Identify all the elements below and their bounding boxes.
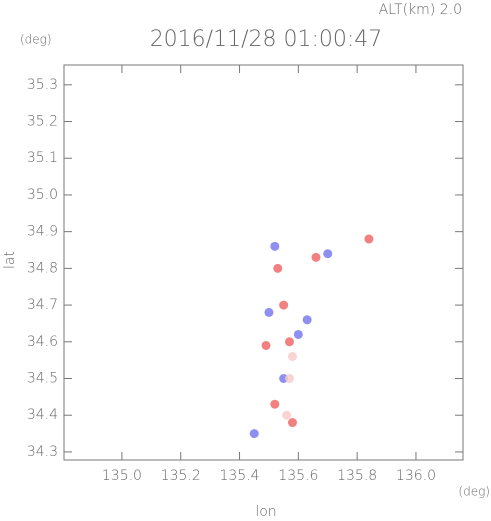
y-tick-label: 34.4 xyxy=(27,407,58,423)
x-tick-label: 135.2 xyxy=(161,468,201,484)
y-tick-label: 35.3 xyxy=(27,77,58,93)
data-point xyxy=(285,374,295,384)
data-point xyxy=(311,252,321,262)
data-point xyxy=(302,315,312,325)
data-point xyxy=(287,351,297,361)
data-point xyxy=(273,263,283,273)
y-tick-label: 34.3 xyxy=(27,444,58,460)
data-point xyxy=(364,234,374,244)
data-point xyxy=(285,337,295,347)
data-point xyxy=(323,249,333,259)
y-tick-label: 34.8 xyxy=(27,260,58,276)
x-tick-label: 135.0 xyxy=(102,468,142,484)
data-point xyxy=(282,410,292,420)
y-tick-label: 34.6 xyxy=(27,334,58,350)
y-tick-label: 35.0 xyxy=(27,187,58,203)
data-point xyxy=(270,399,280,409)
x-tick-label: 135.4 xyxy=(219,468,259,484)
data-point xyxy=(249,429,259,439)
x-axis-label: lon xyxy=(255,504,276,520)
altitude-label: ALT(km) 2.0 xyxy=(379,2,462,18)
y-tick-label: 34.9 xyxy=(27,224,58,240)
x-tick-label: 135.6 xyxy=(278,468,318,484)
y-tick-label: 34.7 xyxy=(27,297,58,313)
y-tick-label: 34.5 xyxy=(27,371,58,387)
x-unit: (deg) xyxy=(458,485,490,499)
y-unit: (deg) xyxy=(20,33,52,47)
data-point xyxy=(261,340,271,350)
data-point xyxy=(287,418,297,428)
x-tick-label: 135.8 xyxy=(337,468,377,484)
y-tick-label: 35.1 xyxy=(27,150,58,166)
data-point xyxy=(293,329,303,339)
data-point xyxy=(264,307,274,317)
y-axis-label: lat xyxy=(2,251,18,269)
data-point xyxy=(279,300,289,310)
plot-frame xyxy=(63,64,464,461)
y-tick-label: 35.2 xyxy=(27,114,58,130)
x-tick-label: 136.0 xyxy=(396,468,436,484)
chart-title: 2016/11/28 01:00:47 xyxy=(150,27,383,52)
data-point xyxy=(270,241,280,251)
